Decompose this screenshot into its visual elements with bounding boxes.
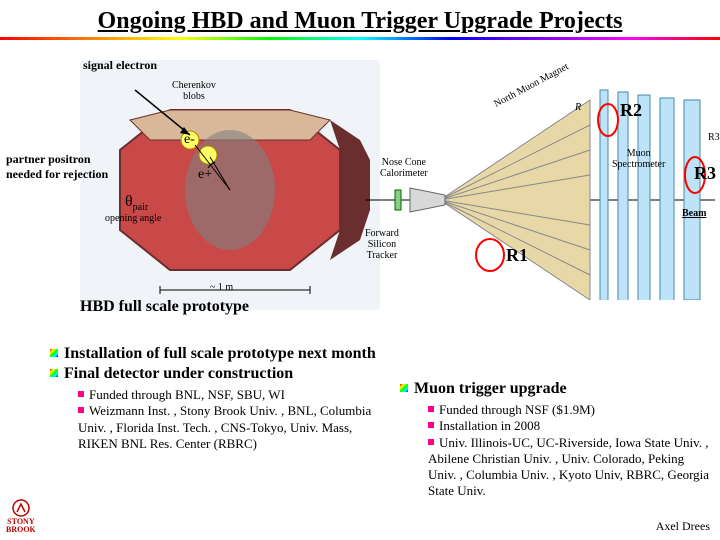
stonybrook-logo: STONYBROOK <box>6 499 36 534</box>
bullet-muon-upgrade: Muon trigger upgrade <box>400 380 710 398</box>
subbullet-institutes-left: Weizmann Inst. , Stony Brook Univ. , BNL… <box>78 403 390 452</box>
left-bullets: Installation of full scale prototype nex… <box>50 345 390 452</box>
label-R3-small: R3 <box>708 132 720 143</box>
label-eplus: e+ <box>198 167 212 183</box>
subbullet-institutes-right: Univ. Illinois-UC, UC-Riverside, Iowa St… <box>428 435 710 500</box>
subbullet-funded-right: Funded through NSF ($1.9M) <box>428 402 710 418</box>
label-eminus: e- <box>184 132 195 148</box>
bullet-install: Installation of full scale prototype nex… <box>50 345 390 363</box>
rainbow-divider <box>0 37 720 40</box>
label-cherenkov: Cherenkov blobs <box>172 80 216 102</box>
subbullet-install-2008: Installation in 2008 <box>428 418 710 434</box>
label-R1: R1 <box>506 245 528 266</box>
label-R3: R3 <box>694 163 716 184</box>
label-fst: Forward Silicon Tracker <box>365 228 399 261</box>
caption-hbd: HBD full scale prototype <box>80 298 249 316</box>
hbd-svg <box>80 60 380 310</box>
label-partner: partner positron needed for rejection <box>6 152 108 182</box>
subbullet-funded-left: Funded through BNL, NSF, SBU, WI <box>78 387 390 403</box>
label-theta: θpair <box>125 193 148 213</box>
label-R2: R2 <box>620 100 642 121</box>
right-bullets: Muon trigger upgrade Funded through NSF … <box>400 380 710 500</box>
label-R: R <box>575 102 581 113</box>
label-signal-electron: signal electron <box>83 58 157 73</box>
hbd-diagram <box>80 60 380 310</box>
muon-svg <box>360 70 720 300</box>
label-nosecone: Nose Cone Calorimeter <box>380 157 428 179</box>
footer-author: Axel Drees <box>656 519 710 534</box>
label-opening: opening angle <box>105 213 161 224</box>
logo-icon <box>12 499 30 517</box>
muon-diagram: North Muon Magnet R R2 R3 R3 R1 Nose Con… <box>360 70 720 300</box>
label-beam: Beam <box>682 208 706 219</box>
label-muon-spec: Muon Spectrometer <box>612 148 665 170</box>
page-title: Ongoing HBD and Muon Trigger Upgrade Pro… <box>0 0 720 35</box>
bullet-final: Final detector under construction <box>50 365 390 383</box>
label-scale: ~ 1 m <box>210 282 233 293</box>
